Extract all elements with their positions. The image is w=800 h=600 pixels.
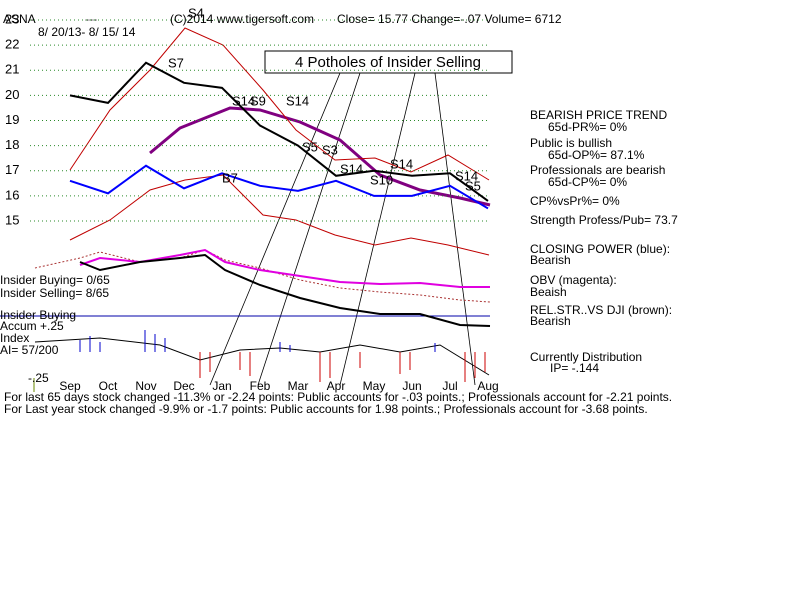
- panel-text: Bearish: [530, 253, 571, 267]
- rel-strength-ma: [34, 249, 491, 303]
- title-box: [264, 50, 513, 74]
- signal-annotation: S14: [232, 93, 255, 108]
- x-tick-label: May: [363, 379, 386, 393]
- panel-text: IP= -.144: [550, 361, 599, 375]
- signal-annotation: S7: [168, 55, 184, 70]
- accum-negative: [199, 352, 486, 382]
- dash: ---: [85, 12, 97, 26]
- panel-text: OBV (magenta):: [530, 273, 617, 287]
- y-tick-label: 17: [5, 162, 19, 177]
- cp-label: CLOSING POWER (blue):: [530, 242, 670, 256]
- left-label: -.25: [28, 371, 49, 385]
- date-range: 8/ 20/13- 8/ 15/ 14: [38, 25, 136, 39]
- signal-annotation: S14: [455, 168, 478, 183]
- x-tick-label: Oct: [99, 379, 118, 393]
- series-line: [69, 61, 489, 202]
- footer-text: For last 65 days stock changed -11.3% or…: [4, 390, 672, 404]
- y-tick-label: 22: [5, 37, 19, 52]
- x-tick-label: Dec: [173, 379, 194, 393]
- accum-positive: [79, 330, 436, 352]
- upper-band: [69, 27, 490, 181]
- symbol: ASNA: [3, 12, 36, 26]
- panel-text: Currently Distribution: [530, 350, 642, 364]
- signal-annotation: B7: [222, 170, 238, 185]
- y-tick-label: 23: [5, 11, 19, 26]
- quote: Close= 15.77 Change=-.07 Volume= 6712: [337, 12, 562, 26]
- signal-annotation: S14: [390, 156, 413, 171]
- y-tick-label: 21: [5, 62, 19, 77]
- y-tick-label: 16: [5, 187, 19, 202]
- panel-text: Public is bullish: [530, 136, 612, 150]
- panel-text: 65d-OP%= 87.1%: [548, 148, 645, 162]
- panel-text: REL.STR..VS DJI (brown):: [530, 303, 672, 317]
- panel-text: CP%vsPr%= 0%: [530, 194, 620, 208]
- y-tick-label: 18: [5, 137, 19, 152]
- signal-annotation: S14: [286, 93, 309, 108]
- source: (C)2014 www.tigersoft.com: [170, 12, 314, 26]
- y-tick-label: 20: [5, 87, 19, 102]
- x-tick-label: Nov: [135, 379, 156, 393]
- panel-text: 65d-PR%= 0%: [548, 120, 627, 134]
- lower-band: [69, 174, 490, 256]
- chart-title: 4 Potholes of Insider Selling: [295, 54, 481, 71]
- y-tick-label: 19: [5, 112, 19, 127]
- pothole-pointers: [209, 72, 476, 386]
- left-label: Index: [0, 331, 29, 345]
- left-label: Accum +.25: [0, 319, 64, 333]
- signal-annotation: S14: [340, 161, 363, 176]
- signal-annotation: S10: [370, 172, 393, 187]
- series-line: [69, 164, 489, 210]
- x-tick-label: Aug: [477, 379, 498, 393]
- signal-annotation: S4: [188, 5, 204, 20]
- moving-average: [149, 106, 491, 207]
- panel-text: Strength Profess/Pub= 73.7: [530, 213, 678, 227]
- x-tick-label: Apr: [327, 379, 346, 393]
- left-label: Insider Buying= 0/65: [0, 273, 110, 287]
- signal-annotation: S3: [322, 142, 338, 157]
- panel-text: Professionals are bearish: [530, 163, 665, 177]
- signal-annotation: S5: [302, 139, 318, 154]
- x-tick-label: Mar: [288, 379, 309, 393]
- x-tick-label: Jan: [212, 379, 231, 393]
- left-label: Insider Selling= 8/65: [0, 286, 109, 300]
- left-label: AI= 57/200: [0, 343, 59, 357]
- footer-text: For Last year stock changed -9.9% or -1.…: [4, 402, 648, 416]
- obv-line: [79, 248, 490, 288]
- accum-ma: [34, 337, 490, 376]
- signal-annotation: S9: [250, 93, 266, 108]
- panel-text: BEARISH PRICE TREND: [530, 108, 667, 122]
- panel-text: Beaish: [530, 285, 567, 299]
- signal-annotation: S5: [465, 178, 481, 193]
- rel-strength-line: [79, 253, 491, 327]
- left-label: Insider Buying: [0, 308, 76, 322]
- x-tick-label: Jun: [402, 379, 421, 393]
- panel-text: 65d-CP%= 0%: [548, 175, 627, 189]
- x-tick-label: Sep: [59, 379, 81, 393]
- x-tick-label: Feb: [250, 379, 271, 393]
- panel-text: Bearish: [530, 314, 571, 328]
- x-tick-label: Jul: [442, 379, 457, 393]
- y-tick-label: 15: [5, 212, 19, 227]
